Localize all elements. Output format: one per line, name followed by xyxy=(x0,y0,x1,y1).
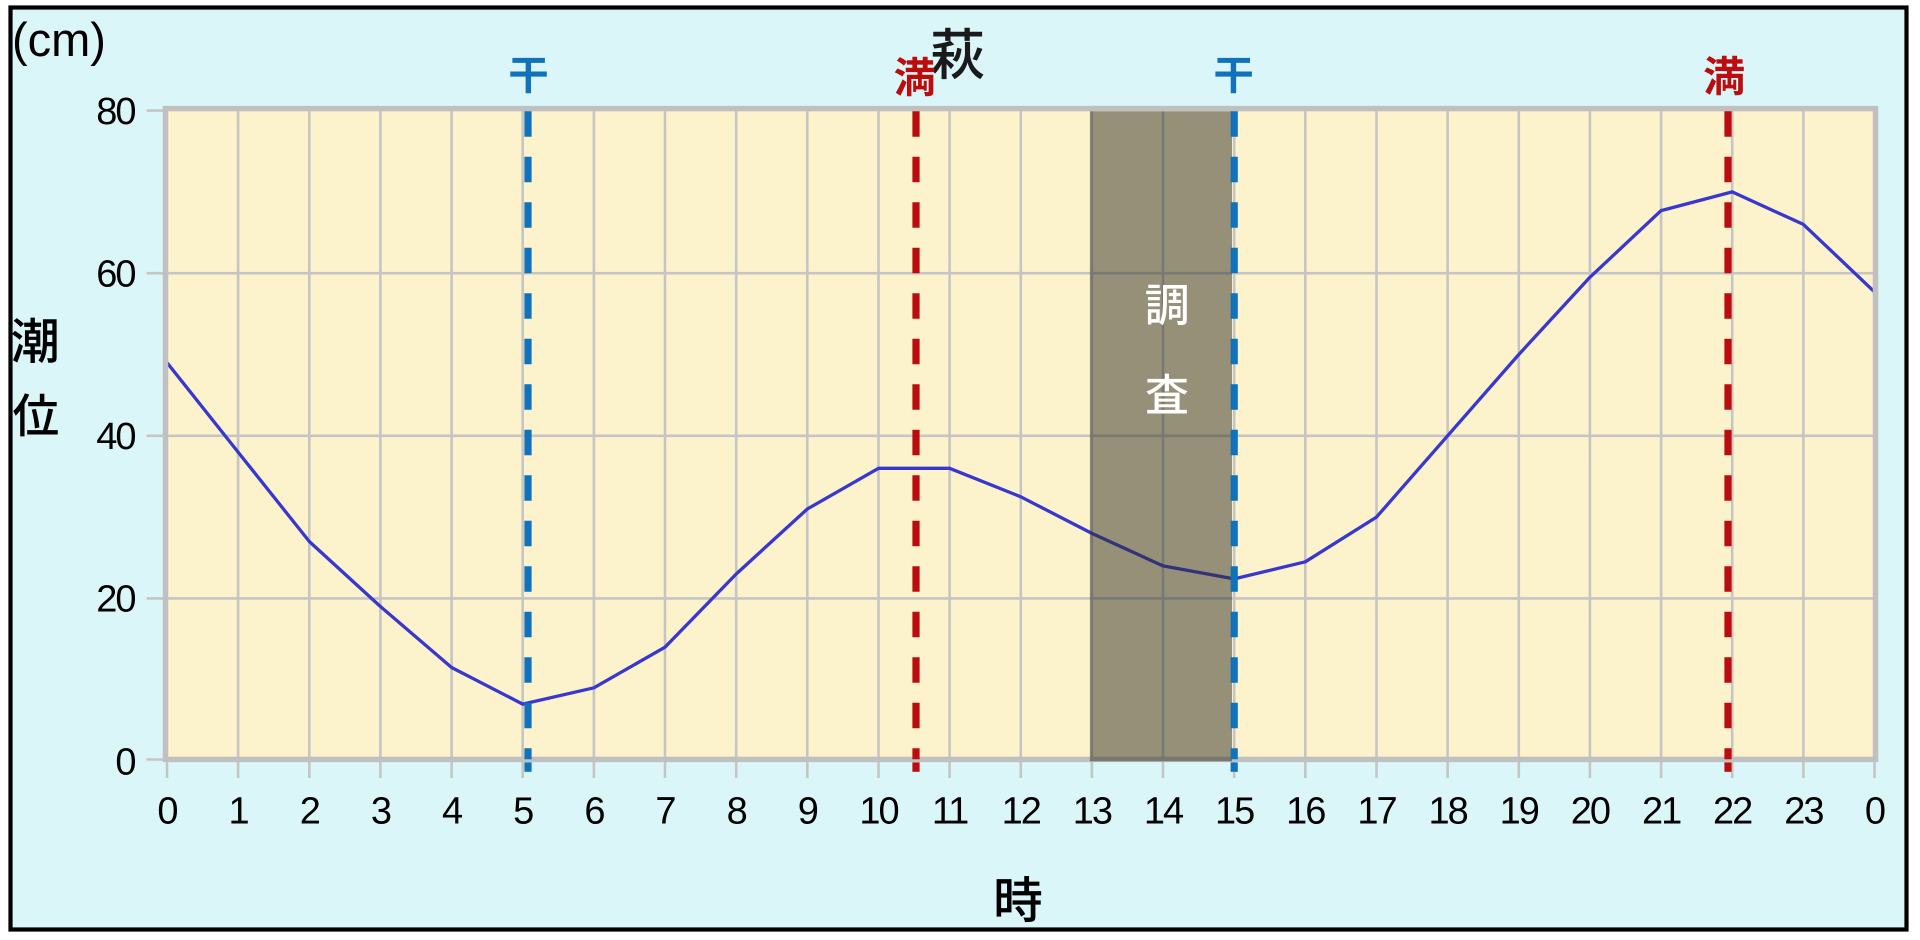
svg-text:1: 1 xyxy=(229,791,249,833)
svg-text:14: 14 xyxy=(1144,791,1184,833)
svg-text:4: 4 xyxy=(442,791,463,833)
svg-text:15: 15 xyxy=(1215,791,1254,833)
svg-text:11: 11 xyxy=(932,791,968,833)
svg-text:20: 20 xyxy=(1571,791,1610,833)
svg-text:9: 9 xyxy=(798,791,818,833)
svg-text:3: 3 xyxy=(371,791,391,833)
svg-text:13: 13 xyxy=(1073,791,1112,833)
svg-text:17: 17 xyxy=(1357,791,1396,833)
svg-text:21: 21 xyxy=(1642,791,1681,833)
svg-text:19: 19 xyxy=(1500,791,1539,833)
svg-text:5: 5 xyxy=(513,791,533,833)
svg-text:80: 80 xyxy=(96,91,135,133)
svg-text:18: 18 xyxy=(1428,791,1467,833)
svg-text:(cm): (cm) xyxy=(12,13,106,66)
svg-text:23: 23 xyxy=(1784,791,1823,833)
svg-text:2: 2 xyxy=(300,791,320,833)
svg-text:40: 40 xyxy=(96,416,135,458)
svg-text:22: 22 xyxy=(1713,791,1752,833)
svg-text:8: 8 xyxy=(727,791,747,833)
svg-text:0: 0 xyxy=(1865,791,1885,833)
svg-text:0: 0 xyxy=(157,791,177,833)
svg-text:12: 12 xyxy=(1002,791,1041,833)
svg-text:60: 60 xyxy=(96,254,135,296)
svg-text:7: 7 xyxy=(655,791,675,833)
svg-text:16: 16 xyxy=(1286,791,1325,833)
svg-text:6: 6 xyxy=(584,791,604,833)
svg-text:10: 10 xyxy=(859,791,898,833)
svg-text:20: 20 xyxy=(96,579,135,621)
svg-text:0: 0 xyxy=(115,741,135,783)
